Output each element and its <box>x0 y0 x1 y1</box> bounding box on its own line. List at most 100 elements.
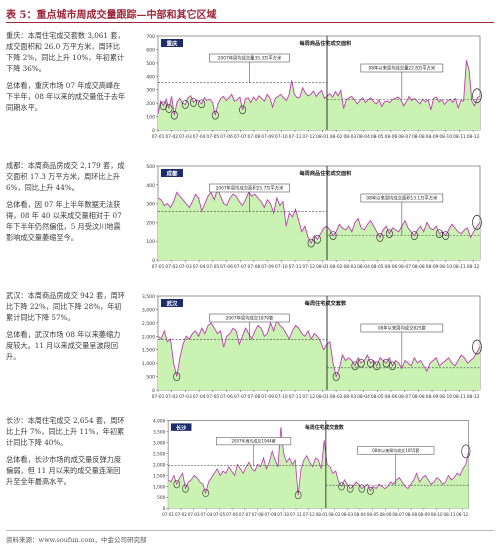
low-point-marker <box>239 105 247 115</box>
x-tick-label: 08-01 <box>316 264 329 270</box>
y-tick-label: 3,000 <box>142 307 155 313</box>
x-tick-label: 08-03 <box>343 394 356 400</box>
x-tick-label: 07-12 <box>302 264 315 270</box>
y-tick-label: 100 <box>146 115 155 121</box>
low-point-marker <box>165 104 173 113</box>
x-tick-label: 07-05 <box>206 264 219 270</box>
x-tick-label: 08-08 <box>412 134 425 140</box>
x-tick-label: 07-03 <box>179 134 192 140</box>
annotation-text-2008: 08年以来周均成交1055套 <box>372 447 419 453</box>
y-tick-label: 0 <box>152 388 155 394</box>
city-row-chongqing: 重庆：本周住宅成交套数 3,061 套，成交面积和 26.0 万平方米，周环比下… <box>6 30 494 150</box>
city-description: 长沙：本周住宅成交 2,654 套，周环比上升 7%，同比上升 11%，年初累计… <box>6 416 125 447</box>
city-note: 总体看，长沙市场的成交量反弹力度偏弱，但 11 月以来的成交量连渐回升至全年最高… <box>6 455 122 486</box>
x-tick-label: 07-03 <box>179 264 192 270</box>
x-tick-label: 08-10 <box>439 134 452 140</box>
city-description: 武汉：本周商品房成交 942 套，周环比下降 22%，同比下降 28%，年初累计… <box>6 291 125 322</box>
low-point-marker <box>382 358 390 368</box>
x-tick-label: 07-11 <box>290 512 302 517</box>
x-tick-label: 07-12 <box>302 134 315 140</box>
low-point-marker <box>338 482 345 491</box>
x-tick-label: 08-12 <box>467 264 480 270</box>
series-area <box>158 60 480 131</box>
x-tick-label: 08-12 <box>467 134 480 140</box>
x-tick-label: 08-01 <box>316 394 329 400</box>
x-tick-label: 08-02 <box>330 394 343 400</box>
x-tick-label: 08-02 <box>328 512 340 517</box>
city-description: 成都：本周商品房成交 2,179 套，成交面积 17.3 万平方米，周环比上升 … <box>6 161 125 192</box>
x-tick-label: 07-04 <box>201 512 213 517</box>
y-tick-label: 2,500 <box>153 451 166 457</box>
x-tick-label: 07-07 <box>234 134 247 140</box>
x-tick-label: 08-08 <box>412 394 425 400</box>
latest-point-marker <box>472 339 482 355</box>
x-tick-label: 07-01 <box>152 264 165 270</box>
x-tick-label: 07-04 <box>193 394 206 400</box>
y-tick-label: 300 <box>146 88 155 94</box>
x-tick-label: 07-08 <box>248 394 261 400</box>
city-text-block: 成都：本周商品房成交 2,179 套，成交面积 17.3 万平方米，周环比上升 … <box>6 160 126 249</box>
x-tick-label: 08-11 <box>453 394 466 400</box>
city-row-chengdu: 成都：本周商品房成交 2,179 套，成交面积 17.3 万平方米，周环比上升 … <box>6 160 494 280</box>
source-text: 资料来源：www.soufun.com，中金公司研究部 <box>6 536 147 544</box>
x-tick-label: 08-06 <box>380 512 392 517</box>
city-note: 总体看，重庆市场 07 年成交高峰在下半年，08 年以来的成交量低于去年同期水平… <box>6 81 126 112</box>
city-text-block: 武汉：本周商品房成交 942 套，周环比下降 22%，同比下降 28%，年初累计… <box>6 290 126 368</box>
x-tick-label: 08-03 <box>341 512 353 517</box>
y-tick-label: 1,000 <box>153 484 166 490</box>
x-tick-label: 08-04 <box>354 512 366 517</box>
x-tick-label: 08-06 <box>385 264 398 270</box>
y-tick-label: 500 <box>146 61 155 67</box>
low-point-marker <box>181 100 189 109</box>
x-tick-label: 08-04 <box>357 264 370 270</box>
city-tag-label: 重庆 <box>166 39 178 47</box>
x-tick-label: 07-09 <box>261 394 274 400</box>
x-tick-label: 07-06 <box>226 512 238 517</box>
low-point-marker <box>329 231 337 240</box>
x-tick-label: 07-12 <box>303 512 315 517</box>
annotation-text-2007: 2007年周均成交1944套 <box>231 438 275 444</box>
x-tick-label: 08-02 <box>330 264 343 270</box>
city-tag-bg <box>170 423 192 431</box>
low-point-marker <box>294 491 302 500</box>
low-point-marker <box>367 486 374 495</box>
report-header: 表 5：重点城市周成交量跟踪—中部和其它区域 <box>6 6 494 23</box>
x-tick-label: 08-10 <box>439 394 452 400</box>
y-tick-label: 400 <box>146 74 155 80</box>
x-tick-label: 07-01 <box>162 512 174 517</box>
y-tick-label: 1,500 <box>142 348 155 354</box>
x-tick-label: 07-06 <box>220 394 233 400</box>
report-title: 表 5：重点城市周成交量跟踪—中部和其它区域 <box>6 10 217 21</box>
x-tick-label: 07-07 <box>239 512 251 517</box>
x-tick-label: 08-01 <box>316 134 329 140</box>
x-tick-label: 08-11 <box>444 512 456 517</box>
chart-title: 每周商品住宅成交面积 <box>299 39 352 47</box>
y-tick-label: 0 <box>152 128 155 134</box>
x-tick-label: 07-06 <box>220 264 233 270</box>
x-tick-label: 07-12 <box>302 394 315 400</box>
y-tick-label: 0 <box>152 258 155 264</box>
y-tick-label: 500 <box>146 375 155 381</box>
x-tick-label: 08-07 <box>398 394 411 400</box>
y-tick-label: 400 <box>146 183 155 189</box>
x-tick-label: 07-06 <box>220 134 233 140</box>
city-chart: 0 500 1,000 1,500 2,000 2,500 3,000 3,500 4,000 0… <box>153 418 471 517</box>
x-tick-label: 07-10 <box>275 134 288 140</box>
x-tick-label: 08-07 <box>392 512 404 517</box>
city-note: 总体看，因 07 年上半年数据无法获得，08 年 40 以来成交量相对于 07 … <box>6 200 122 242</box>
x-tick-label: 07-10 <box>277 512 289 517</box>
x-tick-label: 07-08 <box>248 134 261 140</box>
x-tick-label: 08-09 <box>418 512 430 517</box>
x-tick-label: 08-05 <box>371 264 384 270</box>
x-tick-label: 08-12 <box>467 394 480 400</box>
low-point-marker <box>332 372 340 381</box>
low-point-marker <box>357 358 365 368</box>
x-tick-label: 07-03 <box>188 512 200 517</box>
low-point-marker <box>358 484 366 493</box>
x-tick-label: 08-07 <box>398 264 411 270</box>
chart-title: 每周住宅成交套数 <box>305 424 344 431</box>
annotation-text-2007: 2007年周均成交面积25.7万平方米 <box>216 185 284 192</box>
x-tick-label: 07-09 <box>261 134 274 140</box>
y-tick-label: 100 <box>146 239 155 245</box>
